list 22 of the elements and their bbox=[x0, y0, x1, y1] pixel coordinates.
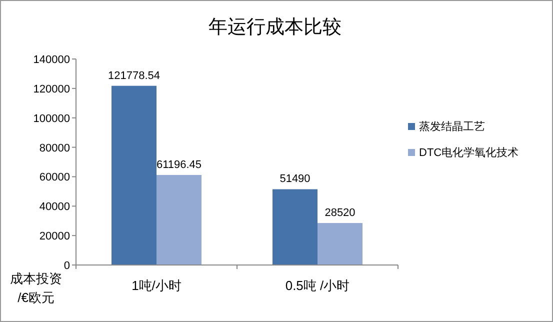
data-label: 28520 bbox=[324, 207, 356, 220]
bar bbox=[318, 223, 362, 265]
y-tick-label: 40000 bbox=[39, 201, 70, 214]
bar bbox=[156, 174, 202, 265]
x-tick-label: 1吨/小时 bbox=[132, 278, 182, 293]
y-tick-label: 140000 bbox=[33, 54, 70, 66]
data-label: 61196.45 bbox=[156, 158, 202, 171]
y-tick-label: 0 bbox=[64, 260, 70, 272]
y-tick-label: 120000 bbox=[33, 83, 70, 96]
bar bbox=[112, 86, 156, 265]
chart-title: 年运行成本比较 bbox=[208, 17, 342, 38]
y-tick-label: 20000 bbox=[39, 230, 70, 243]
data-label: 51490 bbox=[280, 173, 310, 186]
y-tick-label: 80000 bbox=[39, 142, 70, 154]
y-tick-label: 60000 bbox=[39, 172, 70, 184]
bar bbox=[272, 189, 318, 265]
x-tick-label: 0.5吨 /小时 bbox=[285, 278, 350, 293]
data-label: 121778.54 bbox=[108, 70, 160, 82]
legend-label: DTC电化学氧化技术 bbox=[419, 146, 519, 159]
y-axis-title: 成本投资 /€欧元 bbox=[10, 271, 62, 305]
legend-label: 蒸发结晶工艺 bbox=[419, 120, 485, 133]
y-tick-label: 100000 bbox=[33, 112, 70, 125]
